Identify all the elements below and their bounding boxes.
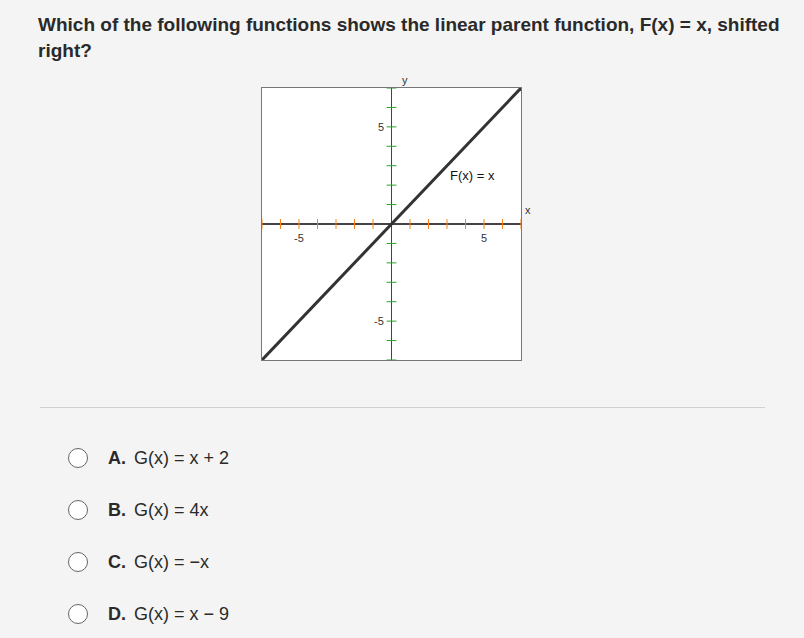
html-text:B.: B.: [108, 499, 126, 520]
html-text:A.: A.: [108, 447, 126, 468]
svg-text:5: 5: [378, 121, 384, 133]
html-text:G(x) = 4x: G(x) = 4x: [134, 499, 209, 520]
html-text:G(x) = −x: G(x) = −x: [134, 551, 209, 572]
html-text:Which of the following functio: Which of the following functions shows t…: [38, 14, 780, 61]
html-text:G(x) = x − 9: G(x) = x − 9: [134, 603, 229, 624]
svg-text:-5: -5: [374, 315, 384, 327]
svg-text:x: x: [525, 204, 531, 216]
html-text:C.: C.: [108, 551, 126, 572]
svg-text:y: y: [402, 74, 408, 86]
html-text:D.: D.: [108, 603, 126, 624]
svg-text:F(x) = x: F(x) = x: [450, 168, 495, 183]
svg-text:-5: -5: [294, 232, 304, 244]
html-text:G(x) = x + 2: G(x) = x + 2: [134, 447, 229, 468]
svg-text:5: 5: [481, 232, 487, 244]
